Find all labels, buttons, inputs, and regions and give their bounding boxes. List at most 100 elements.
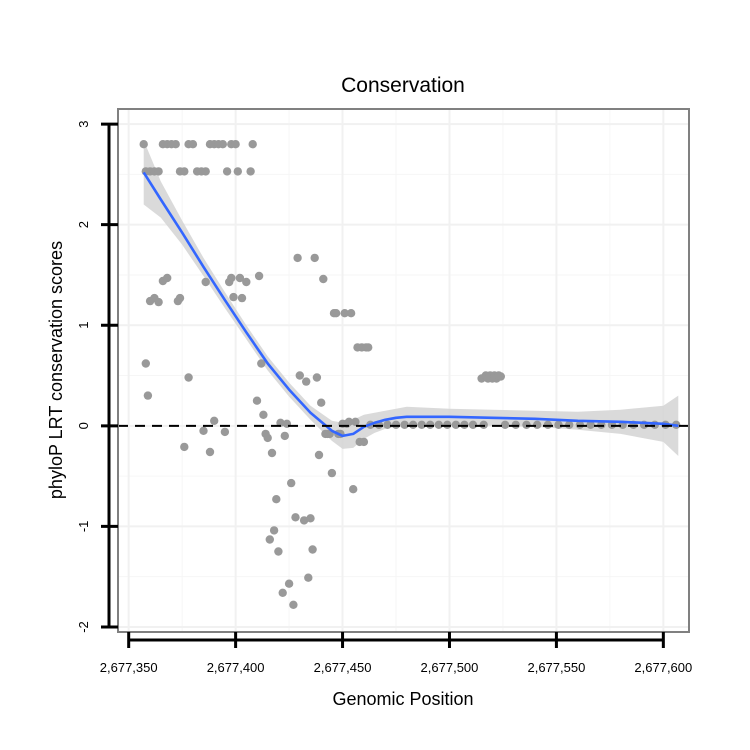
data-point — [426, 420, 435, 429]
y-tick-label: 0 — [76, 422, 91, 429]
y-axis: -2 -1 0 1 2 3 — [76, 120, 118, 633]
data-point — [533, 420, 542, 429]
data-point — [522, 420, 531, 429]
data-point — [222, 167, 232, 176]
data-point — [312, 373, 322, 382]
data-point — [257, 359, 266, 368]
data-point — [575, 420, 585, 429]
data-point — [175, 293, 185, 303]
data-point — [417, 420, 426, 429]
data-point — [344, 417, 354, 426]
data-point — [237, 293, 247, 303]
data-point — [287, 478, 296, 488]
data-point — [291, 513, 300, 522]
data-point — [289, 600, 298, 609]
grid — [118, 109, 689, 632]
data-point — [314, 450, 324, 460]
data-point — [199, 426, 208, 435]
x-tick-label: 2,677,350 — [100, 660, 158, 675]
data-point — [269, 526, 279, 535]
y-axis-title: phyloP LRT conservation scores — [46, 241, 66, 499]
data-point — [227, 273, 236, 283]
data-point — [274, 547, 283, 556]
data-point — [434, 420, 443, 429]
data-point — [210, 416, 219, 425]
data-point — [349, 485, 358, 494]
data-point — [327, 468, 337, 478]
data-point — [139, 140, 148, 149]
data-point — [391, 420, 401, 429]
data-point — [359, 437, 369, 447]
y-tick-label: -1 — [76, 521, 91, 533]
y-tick-label: 2 — [76, 221, 91, 228]
data-point — [284, 579, 294, 588]
points-layer — [139, 140, 681, 609]
data-point — [364, 343, 373, 352]
data-point — [252, 396, 262, 405]
data-point — [451, 420, 461, 429]
data-point — [565, 420, 574, 429]
data-point — [154, 167, 163, 176]
data-point — [280, 431, 289, 441]
panel-border — [117, 108, 690, 633]
data-point — [302, 377, 311, 386]
x-axis-title: Genomic Position — [332, 689, 473, 709]
y-tick-label: 1 — [76, 322, 91, 329]
data-point — [254, 271, 264, 281]
y-tick-label: -2 — [76, 621, 91, 633]
data-point — [248, 140, 257, 149]
data-point — [235, 273, 245, 283]
data-point — [295, 371, 304, 380]
x-tick-label: 2,677,450 — [314, 660, 372, 675]
x-axis: 2,677,350 2,677,400 2,677,450 2,677,500 2,67… — [100, 632, 692, 675]
data-point — [171, 140, 180, 149]
data-point — [310, 253, 319, 263]
data-point — [500, 420, 510, 429]
data-point — [586, 420, 595, 429]
data-point — [233, 167, 242, 176]
data-point — [496, 372, 505, 381]
data-point — [479, 420, 488, 429]
data-point — [317, 398, 326, 407]
data-point — [259, 410, 268, 419]
data-point — [143, 391, 153, 400]
data-point — [141, 359, 150, 368]
data-point — [304, 573, 313, 582]
data-point — [180, 442, 189, 452]
data-point — [229, 292, 238, 302]
data-point — [184, 373, 193, 382]
data-point — [231, 140, 240, 149]
data-point — [293, 253, 302, 263]
data-point — [400, 420, 409, 429]
y-tick-label: 3 — [76, 120, 91, 127]
data-point — [408, 420, 418, 429]
data-point — [154, 297, 163, 307]
data-point — [265, 535, 274, 544]
data-point — [205, 447, 215, 457]
x-tick-label: 2,677,400 — [207, 660, 265, 675]
data-point — [597, 420, 606, 429]
data-point — [163, 273, 172, 283]
data-point — [201, 167, 210, 176]
data-point — [460, 420, 469, 429]
data-point — [383, 420, 392, 429]
data-point — [346, 309, 356, 318]
data-point — [188, 140, 198, 149]
data-point — [443, 420, 452, 429]
data-point — [218, 140, 227, 149]
data-point — [468, 420, 478, 429]
chart-title: Conservation — [341, 74, 465, 97]
data-point — [272, 495, 281, 504]
x-tick-label: 2,677,500 — [421, 660, 479, 675]
data-point — [299, 516, 309, 525]
x-tick-label: 2,677,600 — [634, 660, 692, 675]
data-point — [306, 514, 315, 523]
data-point — [246, 167, 255, 176]
data-point — [263, 433, 272, 443]
data-point — [267, 448, 277, 458]
data-point — [351, 417, 360, 426]
data-point — [319, 274, 328, 284]
data-point — [331, 309, 341, 318]
data-point — [308, 545, 317, 554]
